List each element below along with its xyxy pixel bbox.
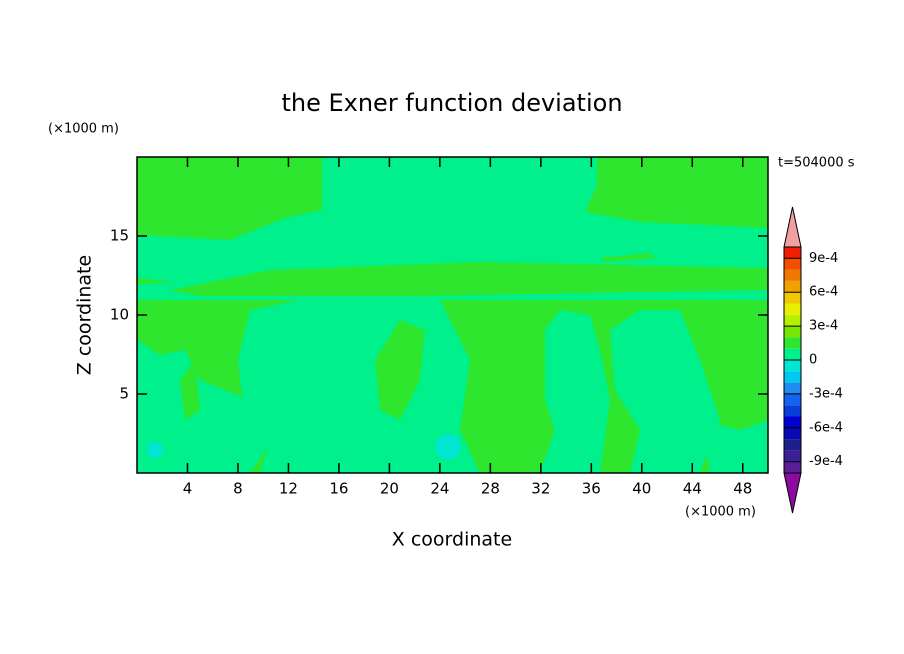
field-region: [147, 442, 163, 458]
annotation: t=504000 s: [778, 156, 855, 171]
chart-title: the Exner function deviation: [281, 89, 622, 117]
colorbar-band: [784, 247, 801, 259]
colorbar-band: [784, 405, 801, 417]
field-region: [700, 420, 768, 473]
colorbar-band: [784, 461, 801, 473]
colorbar-tick-label: 6e-4: [809, 285, 838, 300]
x-tick-label: 44: [683, 480, 702, 498]
field-region: [137, 157, 768, 300]
colorbar-tick-label: 3e-4: [809, 319, 838, 334]
x-tick-label: 36: [582, 480, 601, 498]
colorbar-band: [784, 303, 801, 315]
contour-field: [137, 157, 768, 473]
field-region: [137, 340, 280, 473]
colorbar-band: [784, 280, 801, 293]
x-unit: (×1000 m): [685, 505, 756, 520]
colorbar-band: [784, 450, 801, 462]
colorbar-band: [784, 292, 801, 304]
x-tick-label: 20: [380, 480, 399, 498]
x-tick-label: 40: [632, 480, 651, 498]
y-tick-label: 15: [110, 227, 129, 245]
x-tick-label: 48: [733, 480, 752, 498]
colorbar-band: [784, 269, 801, 281]
colorbar-band: [784, 258, 801, 270]
field-region: [170, 262, 768, 296]
colorbar-tick-label: 9e-4: [809, 251, 838, 266]
y-tick-label: 10: [110, 306, 129, 324]
y-axis-label: Z coordinate: [74, 255, 96, 375]
colorbar-band: [784, 348, 801, 360]
colorbar-band: [784, 416, 801, 428]
field-region: [610, 310, 720, 473]
colorbar-band: [784, 360, 801, 372]
y-unit: (×1000 m): [48, 122, 119, 137]
x-tick-label: 8: [233, 480, 243, 498]
colorbar-band: [784, 427, 801, 440]
x-tick-label: 12: [279, 480, 298, 498]
colorbar-tick-label: -3e-4: [809, 386, 843, 401]
field-region: [540, 310, 610, 473]
x-axis-label: X coordinate: [392, 529, 512, 551]
x-tick-label: 24: [430, 480, 449, 498]
x-tick-label: 16: [329, 480, 348, 498]
colorbar-tick-label: -9e-4: [809, 454, 843, 469]
field-region: [375, 320, 425, 420]
y-tick-label: 5: [119, 385, 129, 403]
colorbar-under: [783, 472, 802, 514]
field-region: [180, 360, 200, 420]
field-region: [435, 434, 461, 460]
colorbar-band: [784, 314, 801, 327]
x-tick-label: 32: [531, 480, 550, 498]
field-region: [600, 253, 655, 262]
colorbar-band: [784, 337, 801, 349]
colorbar-over: [783, 206, 802, 248]
colorbar-tick-label: 0: [809, 353, 817, 368]
colorbar-tick-label: -6e-4: [809, 420, 843, 435]
colorbar-band: [784, 393, 801, 406]
colorbar-band: [784, 326, 801, 338]
colorbar-band: [784, 439, 801, 451]
colorbar-band: [784, 382, 801, 394]
colorbar-band: [784, 371, 801, 383]
x-tick-label: 4: [183, 480, 193, 498]
x-tick-label: 28: [481, 480, 500, 498]
